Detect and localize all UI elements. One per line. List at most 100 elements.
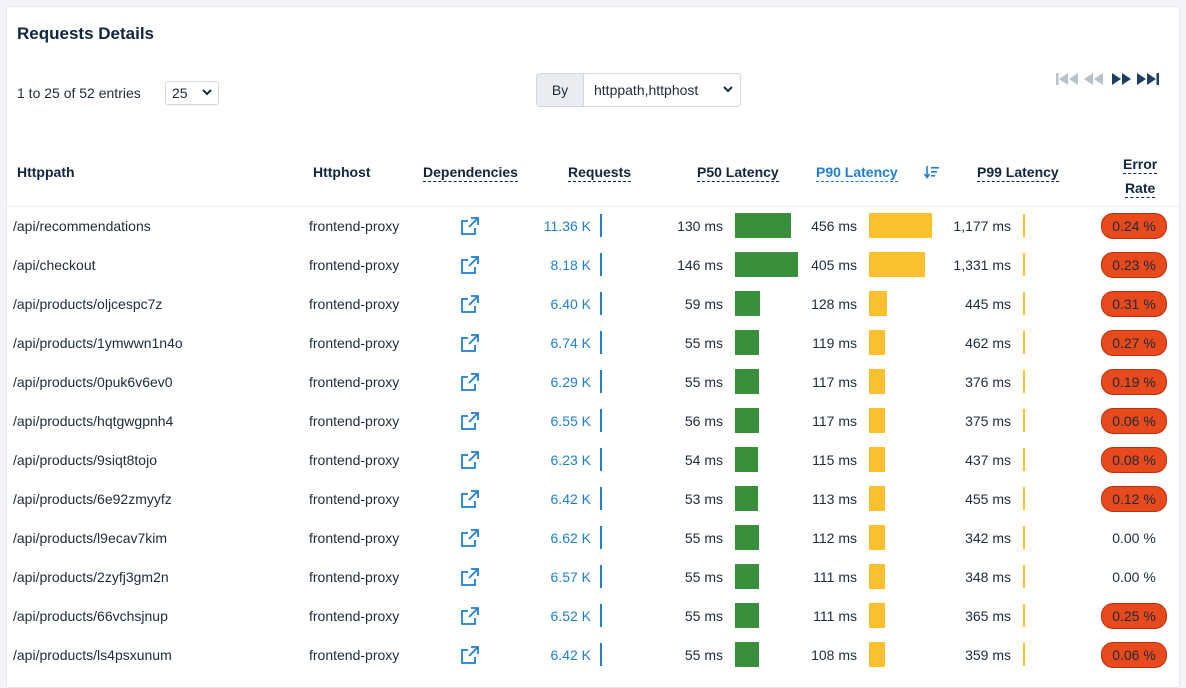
httppath-cell: /api/checkout	[13, 256, 96, 273]
requests-cell[interactable]: 11.36 K	[543, 217, 591, 234]
p90-latency-cell: 117 ms	[812, 412, 857, 429]
httppath-cell: /api/products/oljcespc7z	[13, 295, 163, 312]
chevron-down-icon	[722, 82, 734, 99]
external-link-icon[interactable]	[457, 323, 483, 362]
p50-latency-cell: 55 ms	[684, 529, 723, 546]
httphost-cell: frontend-proxy	[309, 529, 400, 546]
sort-desc-icon[interactable]	[923, 165, 940, 183]
error-header-line2: Rate	[1124, 180, 1156, 198]
column-header-error-rate[interactable]: Error Rate	[1123, 152, 1158, 200]
table-row[interactable]: /api/products/2zyfj3gm2n frontend-proxy 6.…	[7, 557, 1179, 596]
table-row[interactable]: /api/products/l9ecav7kim frontend-proxy 6.…	[7, 518, 1179, 557]
error-rate-cell: 0.25 %	[1101, 596, 1167, 635]
external-link-icon[interactable]	[457, 440, 483, 479]
httphost-cell: frontend-proxy	[309, 373, 400, 390]
requests-cell[interactable]: 6.74 K	[550, 334, 591, 351]
table-row[interactable]: /api/products/ls4psxunum frontend-proxy 6.…	[7, 635, 1179, 674]
external-link-icon[interactable]	[457, 557, 483, 596]
requests-cell[interactable]: 6.52 K	[550, 607, 591, 624]
p50-latency-cell: 55 ms	[684, 646, 723, 663]
requests-cell[interactable]: 6.55 K	[550, 412, 591, 429]
external-link-icon[interactable]	[457, 596, 483, 635]
p90-latency-bar	[869, 486, 885, 511]
table-row[interactable]: /api/products/6e92zmyyfz frontend-proxy 6.…	[7, 479, 1179, 518]
column-header-requests[interactable]: Requests	[568, 164, 632, 182]
table-row[interactable]: /api/products/oljcespc7z frontend-proxy 6.…	[7, 284, 1179, 323]
p50-latency-bar	[735, 486, 758, 511]
last-page-icon[interactable]	[1136, 71, 1160, 87]
p99-latency-bar	[1023, 292, 1025, 315]
p99-latency-bar	[1023, 487, 1025, 510]
httphost-cell: frontend-proxy	[309, 490, 400, 507]
error-rate-cell: 0.23 %	[1101, 245, 1167, 284]
external-link-icon[interactable]	[457, 479, 483, 518]
p99-latency-bar	[1023, 448, 1025, 471]
error-rate-value: 0.00 %	[1112, 529, 1156, 546]
column-header-httphost[interactable]: Httphost	[313, 164, 371, 180]
requests-cell[interactable]: 6.62 K	[550, 529, 591, 546]
p99-latency-bar	[1023, 331, 1025, 354]
p50-latency-bar	[735, 213, 791, 238]
p90-latency-bar	[869, 642, 885, 667]
error-rate-cell: 0.06 %	[1101, 635, 1167, 674]
requests-cell[interactable]: 6.40 K	[550, 295, 591, 312]
column-header-dependencies[interactable]: Dependencies	[423, 164, 518, 182]
page-size-value: 25	[172, 85, 188, 101]
error-rate-cell: 0.00 %	[1102, 557, 1166, 596]
p50-latency-cell: 130 ms	[677, 217, 723, 234]
table-row[interactable]: /api/products/66vchsjnup frontend-proxy 6.…	[7, 596, 1179, 635]
table-row[interactable]: /api/products/1ymwwn1n4o frontend-proxy 6.…	[7, 323, 1179, 362]
error-rate-badge: 0.31 %	[1101, 290, 1167, 317]
p99-latency-cell: 342 ms	[965, 529, 1011, 546]
table-row[interactable]: /api/products/hqtgwgpnh4 frontend-proxy 6.…	[7, 401, 1179, 440]
p90-latency-bar	[869, 369, 885, 394]
httphost-cell: frontend-proxy	[309, 295, 400, 312]
next-page-icon[interactable]	[1109, 71, 1133, 87]
table-row[interactable]: /api/products/9siqt8tojo frontend-proxy 6.…	[7, 440, 1179, 479]
table-row[interactable]: /api/products/0puk6v6ev0 frontend-proxy 6.…	[7, 362, 1179, 401]
external-link-icon[interactable]	[457, 206, 483, 245]
external-link-icon[interactable]	[457, 362, 483, 401]
requests-cell[interactable]: 6.42 K	[550, 490, 591, 507]
requests-cell[interactable]: 8.18 K	[550, 256, 591, 273]
external-link-icon[interactable]	[457, 635, 483, 674]
error-rate-cell: 0.06 %	[1101, 401, 1167, 440]
error-rate-cell: 0.31 %	[1101, 284, 1167, 323]
p90-latency-cell: 128 ms	[811, 295, 857, 312]
p99-latency-cell: 455 ms	[965, 490, 1011, 507]
column-header-httppath[interactable]: Httppath	[17, 164, 75, 180]
table-row[interactable]: /api/checkout frontend-proxy 8.18 K 146 ms 4…	[7, 245, 1179, 284]
header-divider	[7, 206, 1179, 207]
httppath-cell: /api/products/0puk6v6ev0	[13, 373, 173, 390]
external-link-icon[interactable]	[457, 245, 483, 284]
column-header-p50-latency[interactable]: P50 Latency	[697, 164, 779, 182]
p50-latency-cell: 56 ms	[684, 412, 723, 429]
p99-latency-cell: 348 ms	[965, 568, 1011, 585]
external-link-icon[interactable]	[457, 518, 483, 557]
p90-header-label: P90 Latency	[816, 164, 898, 182]
group-by-value: httppath,httphost	[594, 82, 699, 98]
table-row[interactable]: /api/recommendations frontend-proxy 11.36 …	[7, 206, 1179, 245]
requests-cell[interactable]: 6.23 K	[550, 451, 591, 468]
external-link-icon[interactable]	[457, 401, 483, 440]
group-by-select[interactable]: httppath,httphost	[584, 74, 740, 106]
p90-latency-bar	[869, 564, 885, 589]
page-size-select[interactable]: 25	[165, 81, 219, 105]
requests-cell[interactable]: 6.29 K	[550, 373, 591, 390]
first-page-icon[interactable]	[1055, 71, 1079, 87]
p50-latency-bar	[735, 447, 758, 472]
requests-header-label: Requests	[568, 164, 632, 182]
requests-bar	[600, 292, 602, 315]
p90-latency-bar	[869, 525, 885, 550]
p90-latency-cell: 456 ms	[811, 217, 857, 234]
requests-cell[interactable]: 6.42 K	[550, 646, 591, 663]
external-link-icon[interactable]	[457, 284, 483, 323]
p50-latency-bar	[735, 330, 759, 355]
requests-cell[interactable]: 6.57 K	[550, 568, 591, 585]
column-header-p90-latency[interactable]: P90 Latency	[816, 164, 940, 183]
previous-page-icon[interactable]	[1082, 71, 1106, 87]
error-rate-badge: 0.24 %	[1101, 212, 1167, 239]
error-rate-cell: 0.27 %	[1101, 323, 1167, 362]
p90-latency-cell: 405 ms	[811, 256, 857, 273]
column-header-p99-latency[interactable]: P99 Latency	[977, 164, 1059, 182]
